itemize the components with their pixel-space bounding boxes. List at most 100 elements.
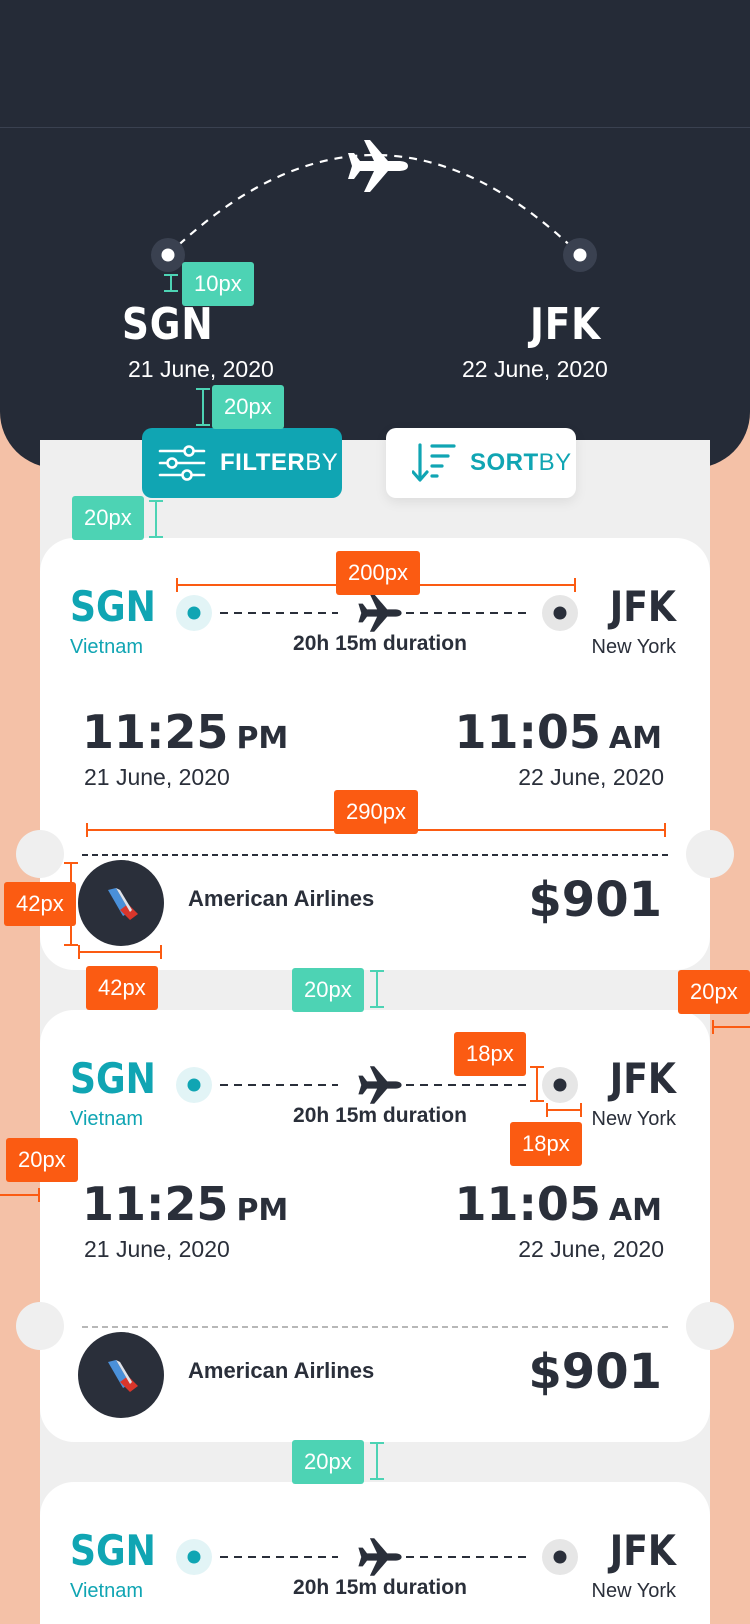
card-origin-city: Vietnam — [70, 636, 144, 658]
measure-line — [664, 823, 666, 837]
measure-line — [164, 274, 178, 276]
measure-line — [536, 1066, 538, 1102]
airline-name: American Airlines — [188, 1358, 375, 1383]
plane-icon — [358, 594, 402, 632]
spacing-annotation: 42px — [4, 882, 76, 926]
measure-line — [370, 1478, 384, 1480]
measure-line — [160, 945, 162, 959]
spacing-annotation: 20px — [292, 1440, 364, 1484]
card-destination-code: JFK — [609, 1054, 676, 1103]
destination-dot-icon — [563, 238, 597, 272]
spacing-annotation: 42px — [86, 966, 158, 1010]
measure-line — [530, 1100, 544, 1102]
flight-duration: 20h 15m duration — [293, 1104, 467, 1127]
arrival-date: 22 June, 2020 — [518, 764, 664, 790]
card-destination-city: New York — [591, 636, 677, 658]
measure-line — [202, 388, 204, 426]
measure-line — [86, 823, 88, 837]
plane-icon — [358, 1538, 402, 1576]
departure-date: 21 June, 2020 — [84, 764, 230, 790]
measure-line — [712, 1026, 750, 1028]
american-airlines-logo — [78, 860, 164, 946]
measure-line — [580, 1103, 582, 1117]
measure-line — [546, 1109, 582, 1111]
sort-label: SORT — [470, 449, 539, 476]
filter-label-suffix: BY — [305, 449, 339, 476]
card-destination-code: JFK — [609, 1526, 676, 1575]
airline-name: American Airlines — [188, 886, 375, 911]
spacing-annotation: 20px — [292, 968, 364, 1012]
flight-duration: 20h 15m duration — [293, 1576, 467, 1599]
ticket-notch — [16, 830, 64, 878]
spacing-annotation: 290px — [334, 790, 418, 834]
spacing-annotation: 200px — [336, 551, 420, 595]
card-origin-code: SGN — [70, 582, 156, 631]
measure-line — [196, 388, 210, 390]
origin-code: SGN — [122, 299, 214, 350]
measure-line — [78, 951, 162, 953]
measure-line — [170, 274, 172, 292]
card-origin-city: Vietnam — [70, 1108, 144, 1130]
sort-descending-icon — [412, 443, 456, 482]
filter-label: FILTER — [220, 449, 306, 476]
flight-price: $901 — [528, 1344, 662, 1400]
card-destination-city: New York — [591, 1108, 677, 1130]
card-origin-city: Vietnam — [70, 1580, 144, 1602]
destination-date: 22 June, 2020 — [462, 356, 608, 382]
measure-line — [164, 290, 178, 292]
measure-line — [155, 500, 157, 538]
flight-price: $901 — [528, 872, 662, 928]
departure-time: 11:25 PM — [82, 705, 289, 759]
measure-line — [64, 944, 78, 946]
header-divider — [0, 127, 750, 128]
measure-line — [574, 578, 576, 592]
spacing-annotation: 20px — [678, 970, 750, 1014]
plane-icon — [358, 1066, 402, 1104]
card-origin-code: SGN — [70, 1526, 156, 1575]
route-arc — [151, 140, 597, 272]
flight-card[interactable]: SGN Vietnam 20h 15m duration JFK New Yor… — [40, 1482, 710, 1624]
measure-line — [149, 500, 163, 502]
plane-icon — [348, 140, 408, 192]
measure-line — [64, 862, 78, 864]
measure-line — [0, 1194, 40, 1196]
flight-duration: 20h 15m duration — [293, 632, 467, 655]
measure-line — [530, 1066, 544, 1068]
card-origin-code: SGN — [70, 1054, 156, 1103]
measure-line — [176, 578, 178, 592]
sort-label-suffix: BY — [538, 449, 572, 476]
flight-card[interactable]: SGN Vietnam 20h 15m duration JFK New Yor… — [16, 1010, 734, 1442]
arrival-time: 11:05 AM — [454, 705, 662, 759]
ticket-notch — [16, 1302, 64, 1350]
measure-line — [376, 970, 378, 1008]
flight-card[interactable]: SGN Vietnam 20h 15m duration JFK New Yor… — [16, 538, 734, 970]
measure-line — [376, 1442, 378, 1480]
spacing-annotation: 20px — [6, 1138, 78, 1182]
arrival-time: 11:05 AM — [454, 1177, 662, 1231]
measure-line — [370, 1442, 384, 1444]
flight-route — [176, 1538, 578, 1576]
measure-line — [196, 424, 210, 426]
measure-line — [38, 1188, 40, 1202]
departure-date: 21 June, 2020 — [84, 1236, 230, 1262]
ticket-notch — [686, 1302, 734, 1350]
spacing-annotation: 18px — [510, 1122, 582, 1166]
spacing-annotation: 10px — [182, 262, 254, 306]
spacing-annotation: 20px — [72, 496, 144, 540]
measure-line — [370, 1006, 384, 1008]
ticket-notch — [686, 830, 734, 878]
card-destination-city: New York — [591, 1580, 677, 1602]
measure-line — [370, 970, 384, 972]
measure-line — [149, 536, 163, 538]
filter-button[interactable]: FILTERBY — [142, 428, 342, 498]
flight-route — [176, 1066, 578, 1104]
measure-line — [546, 1103, 548, 1117]
sort-button[interactable]: SORTBY — [386, 428, 576, 498]
measure-line — [78, 945, 80, 959]
flight-route — [176, 594, 578, 632]
departure-time: 11:25 PM — [82, 1177, 289, 1231]
header: SGN 21 June, 2020 JFK 22 June, 2020 — [0, 0, 750, 468]
origin-dot-icon — [151, 238, 185, 272]
origin-date: 21 June, 2020 — [128, 356, 274, 382]
ticket-separator — [82, 1326, 668, 1328]
